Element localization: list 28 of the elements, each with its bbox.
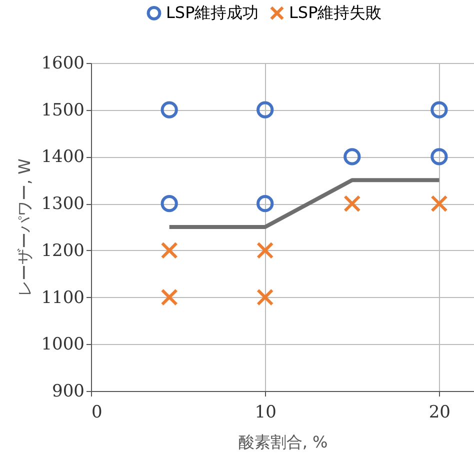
- y-tick-label: 1300: [41, 194, 84, 214]
- legend-label: LSP維持成功: [166, 3, 259, 22]
- y-tick-label: 1000: [41, 334, 84, 355]
- point: [160, 288, 178, 306]
- y-tick-label: 1400: [41, 147, 84, 168]
- point: [160, 195, 178, 212]
- x-tick-label: 10: [254, 402, 276, 422]
- point: [160, 101, 178, 118]
- y-tick-label: 1200: [41, 240, 84, 261]
- y-tick-label: 1600: [41, 54, 84, 74]
- y-axis-title: レーザーパワー, W: [15, 158, 34, 296]
- point: [256, 288, 274, 306]
- x-tick-label: 0: [92, 402, 102, 422]
- point: [256, 242, 274, 259]
- point: [344, 148, 361, 166]
- point: [344, 195, 361, 212]
- x-axis-title: 酸素割合, %: [238, 432, 328, 452]
- y-tick-label: 900: [52, 382, 84, 402]
- point: [430, 148, 448, 166]
- legend-label: LSP維持失敗: [289, 3, 382, 22]
- point: [430, 101, 448, 118]
- point: [256, 195, 274, 212]
- y-tick-label: 1100: [41, 288, 84, 308]
- x-tick-label: 20: [428, 402, 450, 422]
- point: [256, 101, 274, 118]
- point: [160, 242, 178, 259]
- y-tick-label: 1500: [41, 100, 84, 120]
- point: [430, 195, 448, 212]
